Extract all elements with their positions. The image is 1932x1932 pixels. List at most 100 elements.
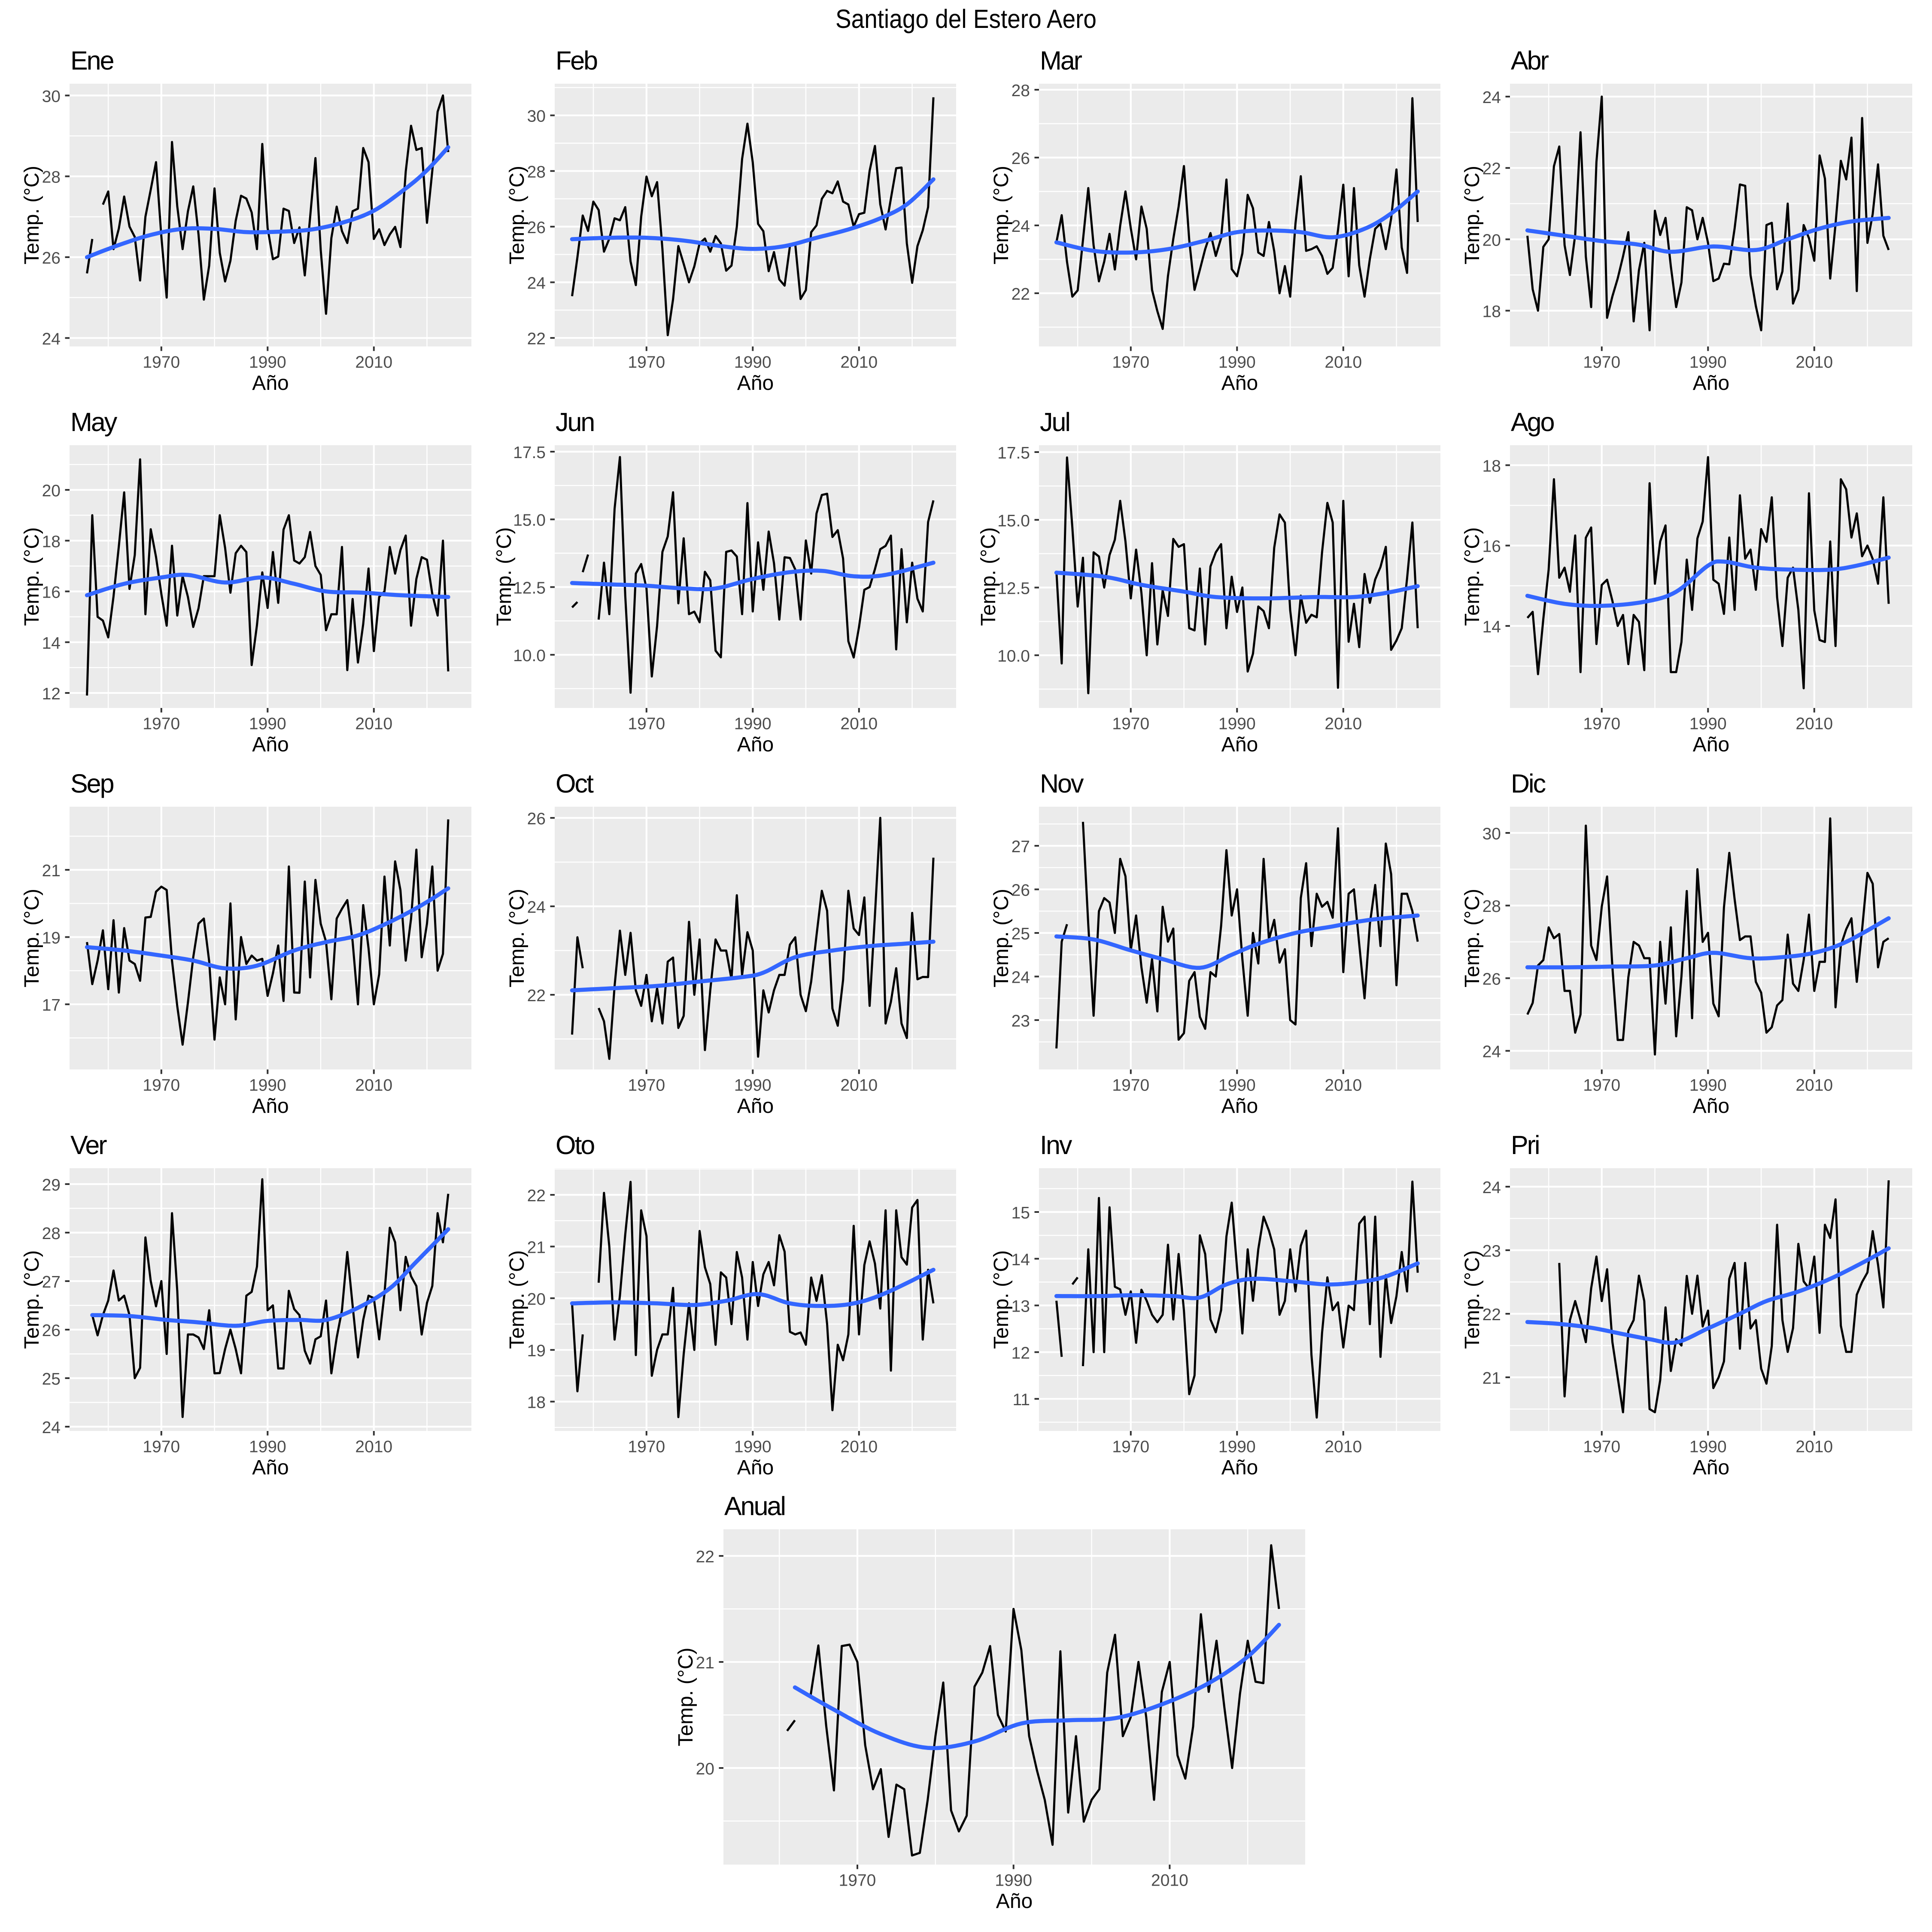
svg-text:1990: 1990 xyxy=(1218,1438,1256,1456)
svg-text:1970: 1970 xyxy=(1583,715,1620,733)
svg-text:1970: 1970 xyxy=(1112,715,1149,733)
svg-text:Oct: Oct xyxy=(556,769,594,798)
svg-text:Jun: Jun xyxy=(556,407,594,437)
svg-text:Temp. (°C): Temp. (°C) xyxy=(990,166,1013,264)
svg-text:1990: 1990 xyxy=(1218,1076,1256,1095)
svg-text:12: 12 xyxy=(1012,1344,1030,1362)
svg-text:24: 24 xyxy=(1012,969,1030,987)
svg-text:1990: 1990 xyxy=(734,1438,772,1456)
svg-text:26: 26 xyxy=(527,219,546,237)
svg-text:11: 11 xyxy=(1013,1391,1030,1409)
svg-text:2010: 2010 xyxy=(1795,1438,1833,1456)
svg-text:May: May xyxy=(70,407,118,437)
svg-text:Ver: Ver xyxy=(70,1130,107,1160)
svg-text:22: 22 xyxy=(1482,1306,1501,1324)
svg-text:1970: 1970 xyxy=(839,1871,876,1890)
svg-text:Temp. (°C): Temp. (°C) xyxy=(1461,166,1484,264)
svg-text:14: 14 xyxy=(42,634,61,653)
svg-text:26: 26 xyxy=(42,1321,61,1340)
svg-text:19: 19 xyxy=(42,929,61,948)
svg-text:1970: 1970 xyxy=(143,1076,180,1095)
svg-text:1990: 1990 xyxy=(1689,1076,1727,1095)
svg-text:Año: Año xyxy=(252,372,289,395)
svg-text:1990: 1990 xyxy=(734,1076,772,1095)
svg-text:26: 26 xyxy=(1012,149,1030,168)
svg-text:2010: 2010 xyxy=(1151,1871,1188,1890)
svg-text:22: 22 xyxy=(1012,285,1030,304)
svg-text:18: 18 xyxy=(1482,303,1501,321)
svg-text:15.0: 15.0 xyxy=(997,512,1030,530)
svg-text:15.0: 15.0 xyxy=(513,511,546,530)
svg-text:1970: 1970 xyxy=(1112,1438,1149,1456)
svg-text:1990: 1990 xyxy=(1218,353,1256,372)
svg-text:2010: 2010 xyxy=(840,353,878,372)
svg-text:Temp. (°C): Temp. (°C) xyxy=(1461,527,1484,626)
svg-text:13: 13 xyxy=(1012,1297,1030,1316)
svg-text:1990: 1990 xyxy=(1689,715,1727,733)
svg-text:23: 23 xyxy=(1012,1012,1030,1030)
svg-text:24: 24 xyxy=(42,330,61,348)
svg-text:1970: 1970 xyxy=(628,353,665,372)
svg-text:1970: 1970 xyxy=(143,1438,180,1456)
svg-text:2010: 2010 xyxy=(355,1438,392,1456)
svg-text:30: 30 xyxy=(527,107,546,126)
svg-text:2010: 2010 xyxy=(840,715,878,733)
svg-text:1990: 1990 xyxy=(1689,1438,1727,1456)
svg-text:17.5: 17.5 xyxy=(513,444,546,462)
svg-text:1990: 1990 xyxy=(249,1438,286,1456)
svg-text:14: 14 xyxy=(1482,618,1501,636)
svg-text:Oto: Oto xyxy=(556,1130,594,1160)
svg-text:24: 24 xyxy=(1012,217,1030,236)
svg-text:17.5: 17.5 xyxy=(997,444,1030,462)
svg-text:Temp. (°C): Temp. (°C) xyxy=(21,889,43,987)
svg-text:24: 24 xyxy=(1482,88,1501,107)
svg-text:1990: 1990 xyxy=(734,353,772,372)
svg-text:25: 25 xyxy=(42,1370,61,1388)
svg-text:29: 29 xyxy=(42,1176,61,1194)
svg-text:Año: Año xyxy=(1693,372,1729,395)
svg-text:1970: 1970 xyxy=(1112,353,1149,372)
svg-text:Año: Año xyxy=(1221,1456,1258,1479)
svg-text:1970: 1970 xyxy=(1583,1076,1620,1095)
svg-text:Pri: Pri xyxy=(1511,1130,1539,1160)
svg-text:28: 28 xyxy=(42,168,61,187)
svg-text:Año: Año xyxy=(737,372,774,395)
svg-text:1990: 1990 xyxy=(249,715,286,733)
svg-text:22: 22 xyxy=(1482,160,1501,178)
svg-text:Dic: Dic xyxy=(1511,769,1546,798)
svg-text:Temp. (°C): Temp. (°C) xyxy=(506,166,529,264)
svg-text:Jul: Jul xyxy=(1040,407,1069,437)
svg-text:1970: 1970 xyxy=(1112,1076,1149,1095)
svg-text:Año: Año xyxy=(1221,1095,1258,1118)
svg-text:12: 12 xyxy=(42,685,61,703)
svg-text:2010: 2010 xyxy=(1795,1076,1833,1095)
svg-text:22: 22 xyxy=(527,330,546,348)
svg-text:1990: 1990 xyxy=(1689,353,1727,372)
svg-text:2010: 2010 xyxy=(355,715,392,733)
svg-text:Abr: Abr xyxy=(1511,46,1549,75)
svg-text:Año: Año xyxy=(996,1890,1033,1913)
svg-text:30: 30 xyxy=(1482,825,1501,843)
svg-text:20: 20 xyxy=(696,1760,714,1778)
svg-text:Año: Año xyxy=(737,1456,774,1479)
svg-text:26: 26 xyxy=(1482,970,1501,988)
svg-text:2010: 2010 xyxy=(355,353,392,372)
svg-text:18: 18 xyxy=(527,1394,546,1412)
svg-text:1990: 1990 xyxy=(249,1076,286,1095)
svg-text:Sep: Sep xyxy=(70,769,114,798)
svg-text:2010: 2010 xyxy=(1324,715,1362,733)
svg-text:2010: 2010 xyxy=(1324,353,1362,372)
svg-text:Año: Año xyxy=(1693,1095,1729,1118)
svg-text:22: 22 xyxy=(527,987,546,1005)
svg-text:1970: 1970 xyxy=(628,1438,665,1456)
svg-text:Temp. (°C): Temp. (°C) xyxy=(506,1250,529,1349)
svg-text:Santiago del Estero Aero: Santiago del Estero Aero xyxy=(835,4,1097,33)
svg-text:2010: 2010 xyxy=(1795,715,1833,733)
svg-text:Año: Año xyxy=(1221,372,1258,395)
svg-text:1970: 1970 xyxy=(628,715,665,733)
svg-text:Año: Año xyxy=(252,1095,289,1118)
svg-text:18: 18 xyxy=(42,532,61,551)
svg-text:Temp. (°C): Temp. (°C) xyxy=(493,527,516,626)
svg-text:24: 24 xyxy=(527,898,546,917)
svg-text:Año: Año xyxy=(737,733,774,756)
